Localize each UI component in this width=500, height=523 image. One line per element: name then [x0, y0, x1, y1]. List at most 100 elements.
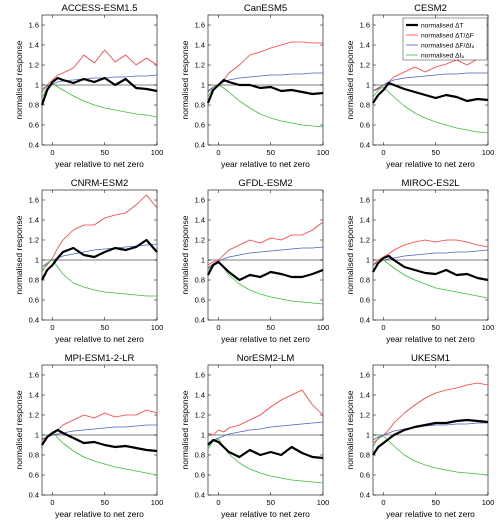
- plot-area: [372, 189, 489, 321]
- subplot-title: NorESM2-LM: [237, 353, 295, 364]
- x-tick-label: 100: [482, 323, 495, 332]
- y-tick-label: 1.4: [195, 216, 205, 225]
- y-tick-label: 0.8: [360, 276, 370, 285]
- y-axis-label: normalised response: [180, 215, 190, 294]
- x-axis-label: year relative to net zero: [55, 334, 144, 344]
- y-tick-label: 1.2: [195, 411, 205, 420]
- x-tick-label: 0: [216, 498, 220, 507]
- y-tick-label: 1.4: [195, 391, 205, 400]
- y-tick-label: 1.2: [195, 61, 205, 70]
- series-line-dT-dF: [207, 389, 324, 436]
- series-line-dT: [41, 428, 158, 453]
- y-tick-label: 1.4: [29, 41, 39, 50]
- series-line-dIa: [41, 259, 157, 297]
- y-tick-label: 1: [366, 81, 370, 90]
- x-tick-label: 100: [317, 323, 330, 332]
- x-tick-label: 50: [267, 323, 275, 332]
- x-tick-label: 0: [50, 323, 54, 332]
- x-axis-label: year relative to net zero: [386, 334, 475, 344]
- subplot-noresm2-lm: NorESM2-LM 0.4 0.6 0.8 1 1.2 1.4 1.6 0 50 100 year …: [180, 353, 329, 519]
- x-tick-label: 100: [482, 148, 495, 157]
- y-tick-label: 1.2: [195, 236, 205, 245]
- y-tick-label: 0.6: [360, 121, 370, 130]
- y-tick-label: 1.4: [360, 41, 370, 50]
- y-tick-label: 1.4: [360, 216, 370, 225]
- series-line-dF-dIa: [207, 246, 324, 269]
- x-tick-label: 50: [432, 498, 440, 507]
- y-tick-label: 1.6: [195, 21, 205, 30]
- y-tick-label: 0.6: [29, 121, 39, 130]
- y-tick-label: 0.4: [195, 141, 205, 150]
- x-tick-label: 0: [50, 498, 54, 507]
- series-line-dT: [372, 81, 489, 104]
- series-line-dF-dIa: [207, 421, 324, 444]
- y-tick-label: 0.4: [360, 316, 370, 325]
- y-tick-label: 1.6: [360, 196, 370, 205]
- y-tick-label: 1.4: [360, 391, 370, 400]
- x-tick-label: 100: [151, 148, 164, 157]
- x-tick-label: 0: [216, 323, 220, 332]
- subplot-ukesm1: UKESM1 0.4 0.6 0.8 1 1.2 1.4 1.6 0 50 100 year rela…: [345, 353, 494, 519]
- y-tick-label: 0.6: [195, 121, 205, 130]
- y-tick-label: 0.8: [29, 101, 39, 110]
- x-tick-label: 50: [101, 148, 109, 157]
- x-tick-label: 100: [151, 323, 164, 332]
- y-tick-label: 0.4: [195, 491, 205, 500]
- subplot-access-esm1-5: ACCESS-ESM1.5 0.4 0.6 0.8 1 1.2 1.4 1.6 0 50 100 ye…: [14, 3, 163, 169]
- y-tick-label: 1.4: [29, 216, 39, 225]
- series-line-dT: [372, 254, 489, 282]
- x-tick-label: 0: [50, 148, 54, 157]
- y-tick-label: 1.4: [195, 41, 205, 50]
- x-tick-label: 50: [432, 323, 440, 332]
- y-tick-label: 0.8: [195, 451, 205, 460]
- subplot-title: ACCESS-ESM1.5: [61, 3, 137, 14]
- y-tick-label: 1: [35, 81, 39, 90]
- x-axis-label: year relative to net zero: [221, 159, 310, 169]
- legend-label: normalised ΔT: [421, 22, 464, 29]
- y-axis-label: normalised response: [14, 40, 24, 119]
- y-tick-label: 1: [35, 431, 39, 440]
- x-tick-label: 100: [317, 148, 330, 157]
- subplot-mpi-esm1-2-lr: MPI-ESM1-2-LR 0.4 0.6 0.8 1 1.2 1.4 1.6 0 50 100 ye…: [14, 353, 163, 519]
- y-tick-label: 1: [201, 431, 205, 440]
- y-tick-label: 0.4: [29, 141, 39, 150]
- y-tick-label: 1.6: [360, 371, 370, 380]
- y-axis-label: normalised response: [180, 390, 190, 469]
- x-tick-label: 100: [482, 498, 495, 507]
- y-tick-label: 1.6: [29, 21, 39, 30]
- y-tick-label: 1.2: [360, 236, 370, 245]
- series-line-dIa: [372, 435, 489, 476]
- y-tick-label: 1: [201, 256, 205, 265]
- series-line-dF-dIa: [41, 424, 157, 440]
- y-axis-label: normalised response: [14, 390, 24, 469]
- x-tick-label: 50: [267, 498, 275, 507]
- series-line-dT-dF: [41, 409, 158, 441]
- y-tick-label: 0.8: [195, 101, 205, 110]
- y-tick-label: 1.6: [195, 371, 205, 380]
- x-tick-label: 0: [216, 148, 220, 157]
- series-line-dT: [372, 418, 489, 456]
- y-tick-label: 0.8: [29, 451, 39, 460]
- y-tick-label: 0.4: [360, 491, 370, 500]
- series-line-dT: [206, 78, 324, 104]
- series-line-dT: [40, 76, 158, 106]
- x-tick-label: 100: [317, 498, 330, 507]
- y-tick-label: 0.6: [360, 471, 370, 480]
- y-tick-label: 1: [201, 81, 205, 90]
- x-tick-label: 100: [151, 498, 164, 507]
- x-axis-label: year relative to net zero: [386, 159, 475, 169]
- y-tick-label: 1.6: [195, 196, 205, 205]
- subplot-title: MPI-ESM1-2-LR: [65, 353, 135, 364]
- y-tick-label: 0.8: [360, 101, 370, 110]
- x-tick-label: 50: [101, 498, 109, 507]
- legend-label: normalised ΔF/ΔIₐ: [421, 42, 475, 49]
- plot-area: [207, 364, 324, 496]
- y-tick-label: 0.6: [360, 296, 370, 305]
- series-line-dIa: [372, 259, 489, 299]
- series-line-dT-dF: [41, 49, 158, 93]
- subplot-title: GFDL-ESM2: [238, 178, 292, 189]
- subplot-title: UKESM1: [411, 353, 450, 364]
- y-tick-label: 0.8: [195, 276, 205, 285]
- y-tick-label: 1: [35, 256, 39, 265]
- y-tick-label: 0.4: [29, 491, 39, 500]
